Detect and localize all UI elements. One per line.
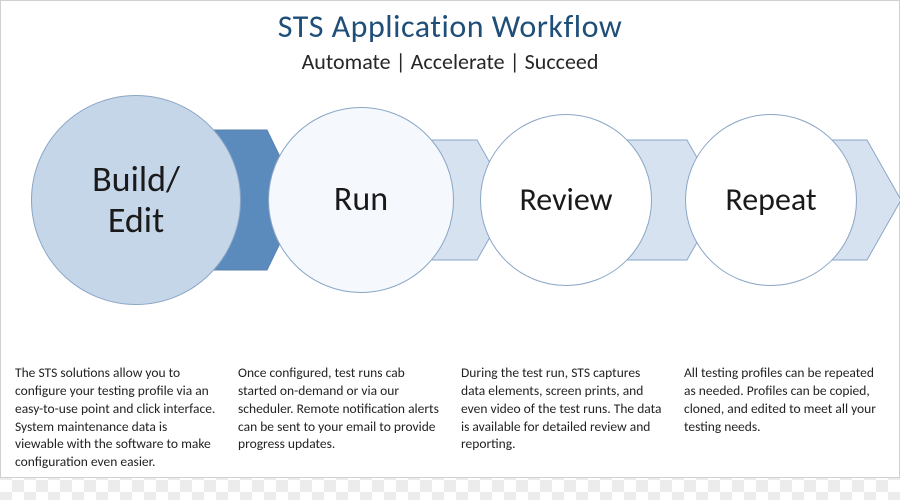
step-label: Build/ Edit <box>92 159 180 242</box>
step-build-edit: Build/ Edit <box>31 95 241 305</box>
step-label: Run <box>334 180 388 219</box>
diagram-canvas: STS Application Workflow Automate | Acce… <box>0 0 900 478</box>
page-subtitle: Automate | Accelerate | Succeed <box>1 48 899 75</box>
workflow-stage: Build/ Edit Run Review Repeat <box>1 85 899 315</box>
step-description: The STS solutions allow you to configure… <box>15 364 216 471</box>
step-run: Run <box>268 107 454 293</box>
step-label: Repeat <box>725 182 816 219</box>
step-description: During the test run, STS captures data e… <box>461 364 662 471</box>
descriptions-row: The STS solutions allow you to configure… <box>1 364 899 471</box>
step-repeat: Repeat <box>685 114 857 286</box>
step-description: Once configured, test runs cab started o… <box>238 364 439 471</box>
step-review: Review <box>480 114 652 286</box>
page-title: STS Application Workflow <box>1 7 899 46</box>
step-description: All testing profiles can be repeated as … <box>684 364 885 471</box>
step-label: Review <box>519 182 612 219</box>
